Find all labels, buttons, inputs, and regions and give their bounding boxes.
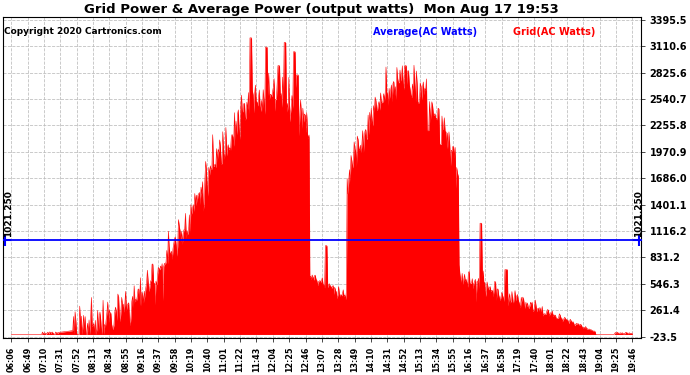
Text: Grid(AC Watts): Grid(AC Watts) bbox=[513, 27, 595, 37]
Text: 1021.250: 1021.250 bbox=[633, 190, 642, 237]
Text: 1021.250: 1021.250 bbox=[3, 190, 12, 237]
Title: Grid Power & Average Power (output watts)  Mon Aug 17 19:53: Grid Power & Average Power (output watts… bbox=[84, 3, 559, 16]
Text: Average(AC Watts): Average(AC Watts) bbox=[373, 27, 477, 37]
Text: Copyright 2020 Cartronics.com: Copyright 2020 Cartronics.com bbox=[4, 27, 162, 36]
